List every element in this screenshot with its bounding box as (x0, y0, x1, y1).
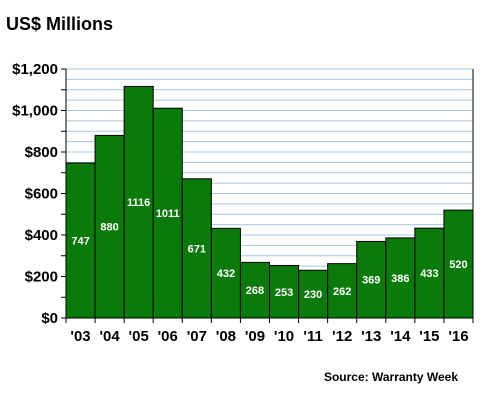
x-tick-label: '05 (129, 328, 149, 345)
y-tick-label: $0 (41, 310, 58, 327)
x-tick-label: '15 (419, 328, 439, 345)
y-tick-label: $800 (25, 144, 58, 161)
data-label: 268 (246, 285, 264, 297)
x-tick-label: '07 (187, 328, 207, 345)
y-tick-label: $400 (25, 227, 58, 244)
data-label: 520 (449, 259, 467, 271)
y-tick-label: $600 (25, 186, 58, 203)
x-tick-label: '14 (390, 328, 411, 345)
bar (443, 209, 474, 319)
bar (123, 85, 154, 319)
x-tick-label: '09 (245, 328, 265, 345)
data-label: 386 (391, 273, 409, 285)
data-label: 671 (188, 243, 206, 255)
x-tick-label: '04 (99, 328, 120, 345)
y-tick-label: $1,200 (12, 61, 58, 78)
y-tick-label: $200 (25, 269, 58, 286)
data-label: 230 (304, 289, 322, 301)
data-label: 880 (100, 222, 118, 234)
data-label: 369 (362, 275, 380, 287)
bar (327, 263, 358, 319)
x-tick-label: '16 (448, 328, 468, 345)
bar (385, 237, 416, 319)
data-label: 262 (333, 286, 351, 298)
y-tick-label: $1,000 (12, 103, 58, 120)
data-label: 1011 (156, 208, 180, 220)
bar (414, 227, 445, 319)
chart-title: US$ Millions (6, 14, 114, 34)
data-label: 1116 (127, 197, 150, 209)
x-tick-label: '08 (216, 328, 236, 345)
bar (65, 162, 96, 319)
source-note: Source: Warranty Week (323, 370, 458, 384)
bar (94, 134, 125, 319)
x-tick-label: '10 (274, 328, 294, 345)
data-label: 433 (420, 268, 438, 280)
x-tick-label: '03 (70, 328, 90, 345)
data-label: 747 (71, 235, 89, 247)
x-tick-label: '06 (158, 328, 178, 345)
data-label: 432 (217, 268, 235, 280)
data-label: 253 (275, 287, 293, 299)
x-tick-label: '12 (332, 328, 352, 345)
bar (356, 240, 387, 319)
x-tick-label: '13 (361, 328, 381, 345)
x-tick-label: '11 (303, 328, 322, 345)
bar (298, 269, 329, 319)
bar (210, 227, 241, 319)
